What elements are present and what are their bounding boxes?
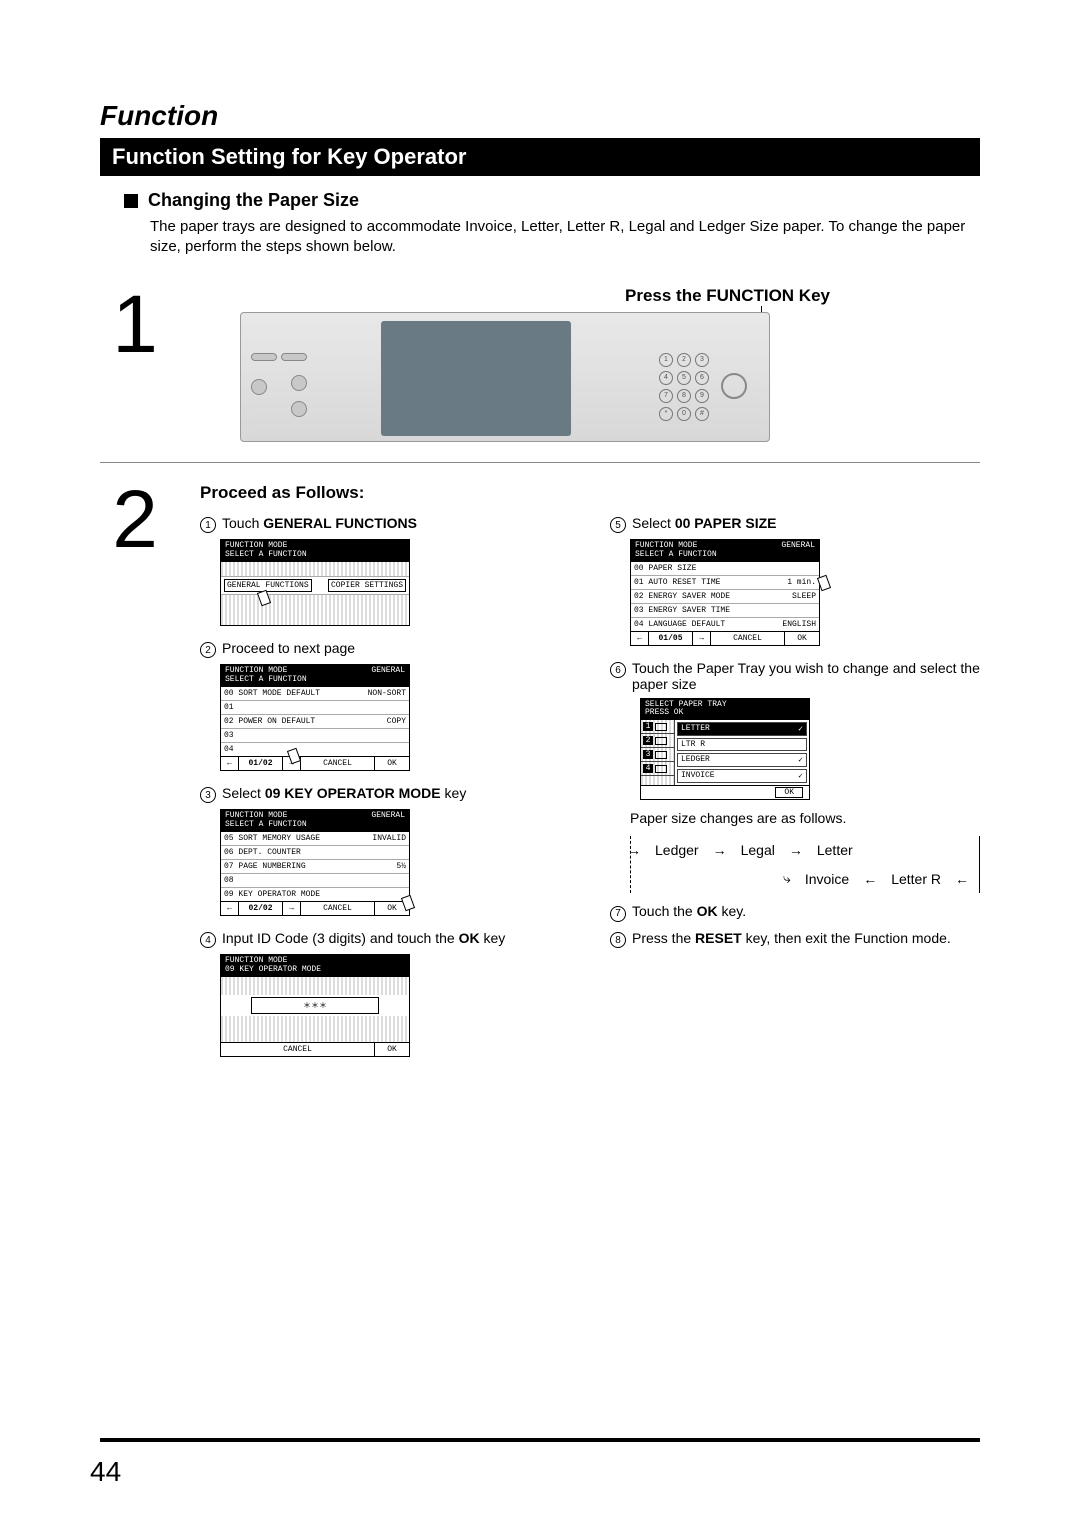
lcd-tray-select: SELECT PAPER TRAYPRESS OK 1 2 3 4 LETTER… xyxy=(640,698,810,801)
substep-3: 3 Select 09 KEY OPERATOR MODE key xyxy=(200,785,570,804)
subsection-title: Changing the Paper Size xyxy=(148,190,359,211)
size-flow-diagram: Ledger Legal Letter ⤷ Invoice Letter R xyxy=(630,836,980,893)
substep-2: 2 Proceed to next page xyxy=(200,640,570,659)
lcd-paper-size-menu: FUNCTION MODESELECT A FUNCTIONGENERAL 00… xyxy=(630,539,820,646)
lcd-id-entry: FUNCTION MODE09 KEY OPERATOR MODE ＊＊＊ CA… xyxy=(220,954,410,1057)
section-banner: Function Setting for Key Operator xyxy=(100,138,980,176)
step-number-2: 2 xyxy=(100,483,170,557)
subsection-body: The paper trays are designed to accommod… xyxy=(150,217,980,258)
substep-8: 8 Press the RESET key, then exit the Fun… xyxy=(610,930,980,949)
step1-heading: Press the FUNCTION Key xyxy=(625,286,830,306)
step-number-1: 1 xyxy=(100,288,170,362)
substep-5: 5 Select 00 PAPER SIZE xyxy=(610,515,980,534)
circled-2-icon: 2 xyxy=(200,642,216,658)
circled-5-icon: 5 xyxy=(610,517,626,533)
cursor-icon xyxy=(817,574,831,591)
lcd-general-functions: FUNCTION MODESELECT A FUNCTION GENERAL F… xyxy=(220,539,410,626)
step-1: 1 Press the FUNCTION Key 123 456 789 *0# xyxy=(100,288,980,463)
circled-7-icon: 7 xyxy=(610,906,626,922)
lcd-page1: FUNCTION MODESELECT A FUNCTIONGENERAL 00… xyxy=(220,664,410,771)
left-column: 1 Touch GENERAL FUNCTIONS FUNCTION MODES… xyxy=(200,515,570,1071)
bottom-rule xyxy=(100,1438,980,1442)
substep-7: 7 Touch the OK key. xyxy=(610,903,980,922)
substep-4: 4 Input ID Code (3 digits) and touch the… xyxy=(200,930,570,949)
step2-heading: Proceed as Follows: xyxy=(200,483,980,503)
circled-3-icon: 3 xyxy=(200,787,216,803)
circled-1-icon: 1 xyxy=(200,517,216,533)
circled-6-icon: 6 xyxy=(610,662,626,678)
control-panel-illustration: 123 456 789 *0# xyxy=(240,312,770,442)
substep-1: 1 Touch GENERAL FUNCTIONS xyxy=(200,515,570,534)
flow-note: Paper size changes are as follows. xyxy=(630,810,980,826)
circled-4-icon: 4 xyxy=(200,932,216,948)
cursor-icon xyxy=(401,894,415,911)
step-2: 2 Proceed as Follows: 1 Touch GENERAL FU… xyxy=(100,483,980,1091)
lcd-page2: FUNCTION MODESELECT A FUNCTIONGENERAL 05… xyxy=(220,809,410,916)
substep-6: 6 Touch the Paper Tray you wish to chang… xyxy=(610,660,980,692)
subsection-header: Changing the Paper Size xyxy=(124,190,980,211)
page-number: 44 xyxy=(90,1456,121,1488)
square-bullet-icon xyxy=(124,194,138,208)
circled-8-icon: 8 xyxy=(610,932,626,948)
right-column: 5 Select 00 PAPER SIZE FUNCTION MODESELE… xyxy=(610,515,980,1071)
page-title: Function xyxy=(100,100,980,132)
